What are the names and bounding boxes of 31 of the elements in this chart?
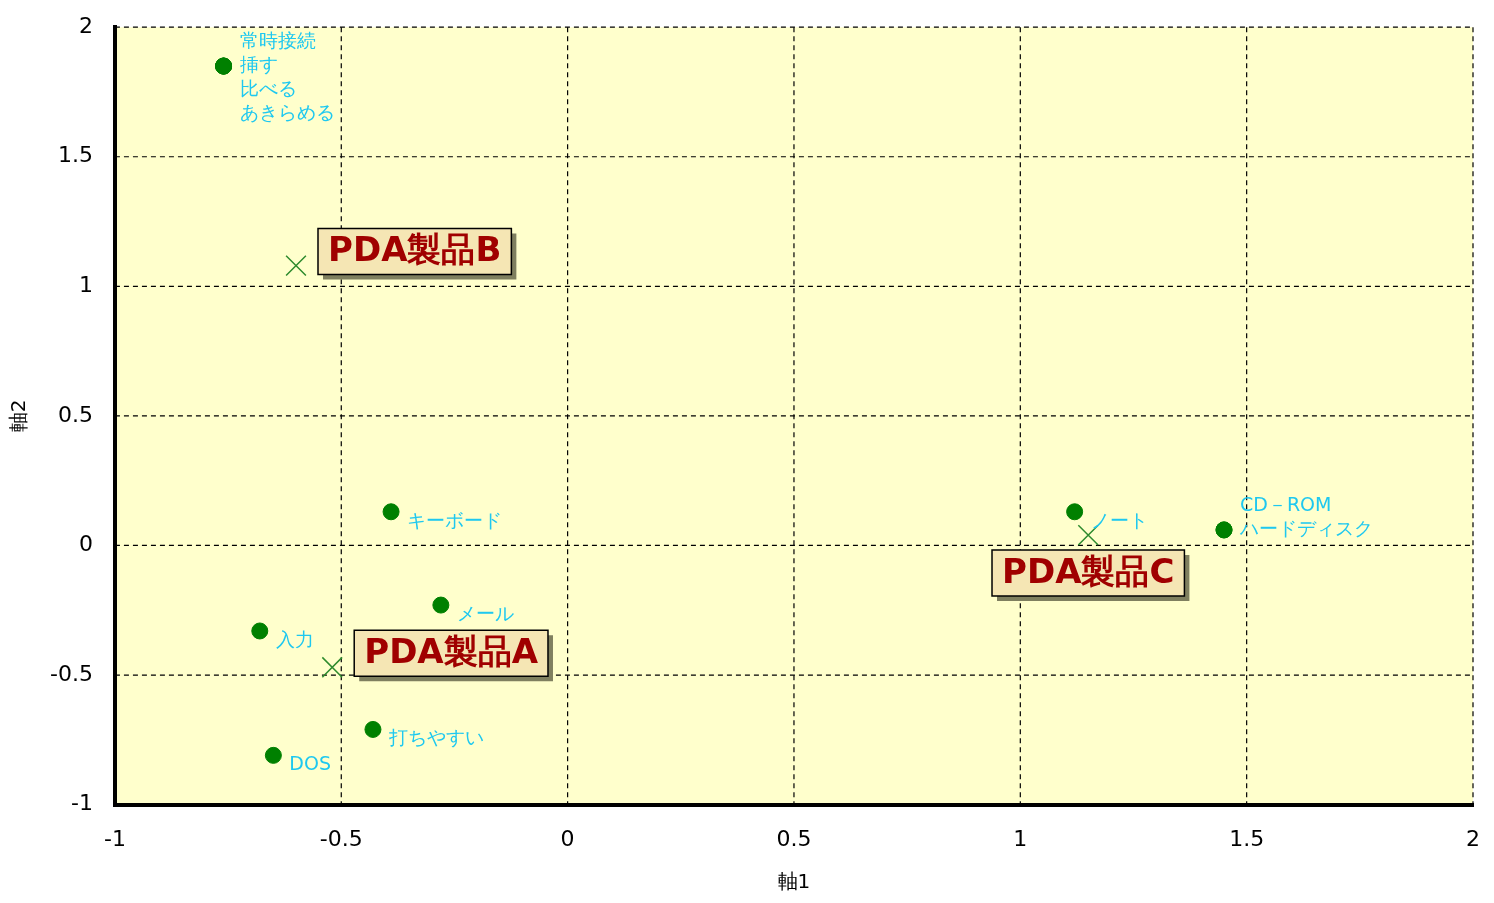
x-tick-label: 2 bbox=[1466, 825, 1480, 851]
x-tick-label: -0.5 bbox=[319, 825, 363, 851]
data-label: メール bbox=[456, 602, 514, 624]
y-tick-label: 0 bbox=[78, 531, 93, 557]
y-tick-label: 1.5 bbox=[57, 142, 93, 168]
data-label: 入力 bbox=[275, 627, 314, 650]
x-tick-label: -1 bbox=[103, 825, 126, 851]
data-label: ノート bbox=[1090, 508, 1148, 531]
data-label: あきらめる bbox=[239, 101, 335, 124]
x-tick-label: 1 bbox=[1013, 825, 1028, 851]
data-label: 比べる bbox=[239, 77, 297, 100]
y-tick-label: 1 bbox=[78, 272, 93, 298]
data-label: DOS bbox=[289, 752, 332, 775]
data-label: PDA製品B bbox=[328, 229, 502, 270]
y-tick-label: -0.5 bbox=[49, 660, 93, 686]
y-tick-label: -1 bbox=[70, 790, 93, 816]
data-label: PDA製品C bbox=[1002, 550, 1175, 591]
data-label: CD－ROM bbox=[1240, 492, 1332, 515]
x-tick-label: 1.5 bbox=[1229, 825, 1265, 851]
y-tick-label: 2 bbox=[78, 12, 93, 38]
data-label: ハードディスク bbox=[1239, 516, 1374, 539]
x-tick-label: 0.5 bbox=[776, 825, 812, 851]
x-tick-label: 0 bbox=[560, 825, 575, 851]
x-axis-title: 軸1 bbox=[777, 869, 811, 894]
y-axis-title: 軸2 bbox=[6, 399, 31, 433]
data-label: キーボード bbox=[407, 508, 503, 531]
data-label: 常時接続 bbox=[239, 29, 316, 52]
data-label: 挿す bbox=[239, 53, 278, 76]
y-tick-label: 0.5 bbox=[57, 401, 93, 427]
data-label: 打ちやすい bbox=[387, 726, 484, 749]
data-label: PDA製品A bbox=[364, 631, 539, 672]
